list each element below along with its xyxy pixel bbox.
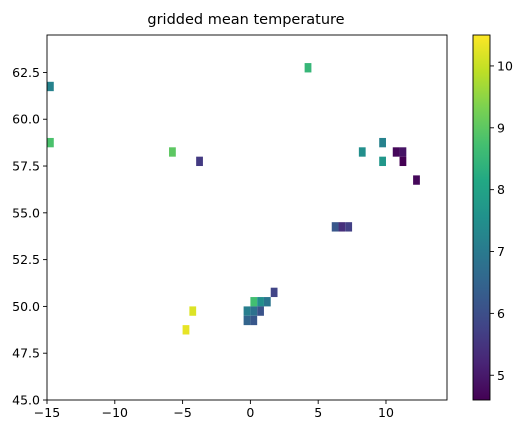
y-tick-label: 57.5: [12, 159, 40, 174]
heatmap-cell: [250, 297, 258, 307]
heatmap-cell: [243, 306, 251, 316]
heatmap-cell: [379, 137, 386, 148]
x-axis: −15 −10 −5 0 5 10: [34, 400, 394, 420]
x-tick-label: 0: [246, 405, 254, 420]
y-tick-label: 45.0: [12, 393, 40, 408]
heatmap-cell: [250, 306, 258, 316]
heatmap-cell: [338, 222, 346, 232]
x-tick-label: −10: [102, 405, 128, 420]
heatmap-cell: [399, 147, 407, 157]
y-tick-label: 62.5: [12, 65, 40, 80]
colorbar-ticks: 5 6 7 8 9 10: [490, 58, 513, 383]
x-tick-label: −15: [34, 405, 60, 420]
y-tick-label: 60.0: [12, 112, 40, 127]
heatmap-cell: [169, 147, 176, 157]
x-tick-label: 10: [378, 405, 394, 420]
colorbar-tick-label: 7: [497, 244, 505, 259]
heatmap-cell: [304, 63, 312, 73]
heatmap-cell: [250, 315, 258, 326]
colorbar-frame: [472, 34, 491, 401]
heatmap-cell: [189, 306, 197, 316]
colorbar-tick-label: 10: [497, 58, 513, 73]
y-axis: 45.0 47.5 50.0 52.5 55.0 57.5 60.0 62.5: [12, 65, 47, 408]
plot-frame: [46, 34, 448, 401]
colorbar-tick-label: 6: [497, 306, 505, 321]
colorbar-gradient: [473, 35, 490, 400]
heatmap-cell: [182, 325, 190, 335]
heatmap-cell: [413, 175, 420, 185]
x-tick-label: −5: [173, 405, 191, 420]
heatmap-cells: [47, 63, 420, 335]
heatmap-cell: [243, 315, 251, 326]
colorbar-tick-label: 5: [497, 368, 505, 383]
heatmap-cell: [47, 137, 54, 148]
colorbar: 5 6 7 8 9 10: [472, 34, 513, 401]
y-tick-label: 55.0: [12, 205, 40, 220]
heatmap-cell: [257, 297, 264, 307]
chart-title: gridded mean temperature: [147, 12, 344, 28]
heatmap-cell: [331, 222, 339, 232]
colorbar-tick-label: 8: [497, 182, 505, 197]
heatmap-cell: [345, 222, 353, 232]
colorbar-tick-label: 9: [497, 120, 505, 135]
y-tick-label: 47.5: [12, 346, 40, 361]
heatmap-cell: [379, 156, 386, 167]
heatmap-cell: [358, 147, 366, 157]
heatmap-cell: [47, 81, 54, 92]
heatmap-cell: [263, 297, 271, 307]
heatmap-cell: [196, 156, 203, 167]
y-tick-label: 50.0: [12, 299, 40, 314]
heatmap-cell: [399, 156, 407, 167]
heatmap-cell: [257, 306, 264, 316]
x-tick-label: 5: [314, 405, 322, 420]
heatmap-cell: [392, 147, 400, 157]
y-tick-label: 52.5: [12, 252, 40, 267]
heatmap-cell: [270, 287, 278, 298]
